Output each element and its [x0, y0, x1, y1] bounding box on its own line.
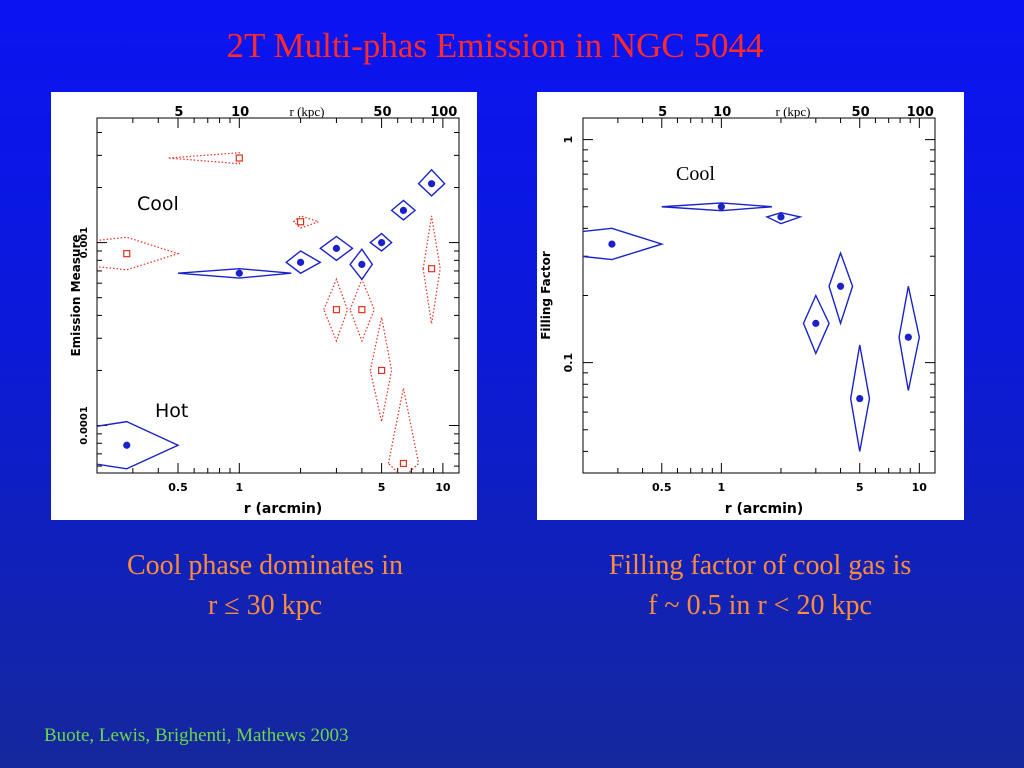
data-point: [358, 260, 366, 269]
data-point: [427, 265, 436, 273]
annotation-hot: Hot: [155, 400, 188, 422]
caption-right: Filling factor of cool gas is f ~ 0.5 in…: [550, 546, 970, 626]
error-diamond: [168, 152, 240, 165]
data-point: [377, 239, 386, 247]
x-tick-label: 1: [235, 481, 243, 494]
error-diamond: [898, 286, 921, 391]
x-tick-label: 5: [856, 481, 864, 494]
error-diamond: [97, 420, 180, 470]
x-tick-label: 0.5: [168, 481, 188, 494]
x-axis-label: r (arcmin): [244, 501, 323, 517]
data-point: [123, 250, 131, 258]
error-diamond: [319, 235, 354, 262]
citation: Buote, Lewis, Brighenti, Mathews 2003: [44, 725, 349, 746]
series-cool-0: [97, 152, 441, 473]
caption-right-line1: Filling factor of cool gas is: [608, 550, 912, 581]
plot-frame: [582, 117, 936, 474]
data-point: [235, 154, 243, 162]
error-diamond: [661, 202, 772, 212]
top-tick-label: 100: [907, 105, 934, 120]
y-tick-label: 1: [562, 136, 575, 144]
error-diamond: [177, 267, 292, 279]
error-diamond: [849, 344, 871, 452]
x-tick-label: 5: [378, 481, 386, 494]
data-point: [608, 240, 616, 248]
top-axis-label: r (kpc): [289, 104, 324, 119]
error-diamond: [828, 250, 854, 326]
top-tick-label: 10: [713, 105, 731, 120]
data-point: [332, 306, 341, 314]
error-diamond: [369, 232, 393, 252]
emission-measure-chart: 0.5 1 5 10 0.0001 0.001 5 10 50 100 r (kpc) r (arcm…: [51, 92, 477, 520]
data-point: [836, 282, 845, 290]
error-diamond: [349, 277, 375, 343]
data-point: [427, 180, 436, 188]
slide-title: 2T Multi-phas Emission in NGC 5044: [226, 26, 764, 65]
data-point: [332, 244, 341, 252]
error-diamond: [349, 248, 374, 281]
error-diamond: [765, 212, 803, 225]
filling-factor-chart: 0.5 1 5 10 0.1 1 5 10 50 100 r (kpc) r (arcmin) Fill…: [537, 92, 964, 520]
top-tick-label: 100: [430, 105, 457, 120]
x-tick-label: 10: [912, 481, 928, 494]
series-hot-1: [97, 168, 446, 470]
top-tick-label: 10: [231, 105, 249, 120]
x-tick-label: 1: [718, 481, 726, 494]
series-cool-0: [583, 202, 921, 452]
data-point: [296, 258, 305, 266]
error-diamond: [583, 227, 665, 261]
error-diamond: [97, 236, 180, 271]
data-point: [358, 306, 366, 314]
caption-right-line2: f ~ 0.5 in r < 20 kpc: [648, 590, 872, 621]
y-tick-label: 0.1: [562, 353, 575, 373]
data-point: [777, 213, 785, 221]
data-point: [235, 269, 243, 277]
top-tick-label: 5: [174, 105, 183, 120]
annotation-cool: Cool: [676, 163, 715, 185]
error-diamond: [292, 215, 321, 229]
x-axis-label: r (arcmin): [725, 501, 804, 517]
data-point: [856, 394, 864, 403]
data-point: [717, 203, 725, 211]
data-point: [296, 218, 305, 226]
y-axis-label: Filling Factor: [539, 251, 553, 340]
filling-factor-plot: 0.5 1 5 10 0.1 1 5 10 50 100 r (kpc) r (arcmin) Fill…: [539, 104, 936, 517]
error-diamond: [417, 168, 446, 197]
error-diamond: [422, 215, 441, 324]
error-diamond: [285, 250, 322, 275]
plot-frame: [96, 117, 460, 474]
emission-measure-plot: 0.5 1 5 10 0.0001 0.001 5 10 50 100 r (kpc) r (arcm…: [69, 104, 460, 517]
top-tick-label: 50: [852, 105, 870, 120]
y-tick-label: 0.001: [79, 227, 90, 259]
top-tick-label: 50: [373, 105, 391, 120]
x-tick-label: 10: [435, 481, 451, 494]
caption-left-line2: r ≤ 30 kpc: [207, 590, 323, 621]
top-axis-label: r (kpc): [775, 104, 810, 119]
error-diamond: [390, 199, 417, 221]
error-diamond: [369, 317, 393, 422]
data-point: [123, 441, 131, 449]
x-tick-label: 0.5: [652, 481, 672, 494]
error-diamond: [802, 293, 830, 356]
data-point: [399, 459, 408, 468]
data-point: [812, 319, 820, 327]
caption-left-line1: Cool phase dominates in: [126, 550, 404, 581]
data-point: [904, 333, 912, 341]
annotation-cool: Cool: [137, 193, 179, 215]
y-axis-label: Emission Measure: [69, 234, 83, 356]
data-point: [377, 366, 386, 375]
error-diamond: [323, 277, 349, 343]
top-tick-label: 5: [658, 105, 667, 120]
caption-left: Cool phase dominates in r ≤ 30 kpc: [60, 546, 470, 626]
y-tick-label: 0.0001: [79, 406, 90, 445]
data-point: [399, 206, 408, 214]
